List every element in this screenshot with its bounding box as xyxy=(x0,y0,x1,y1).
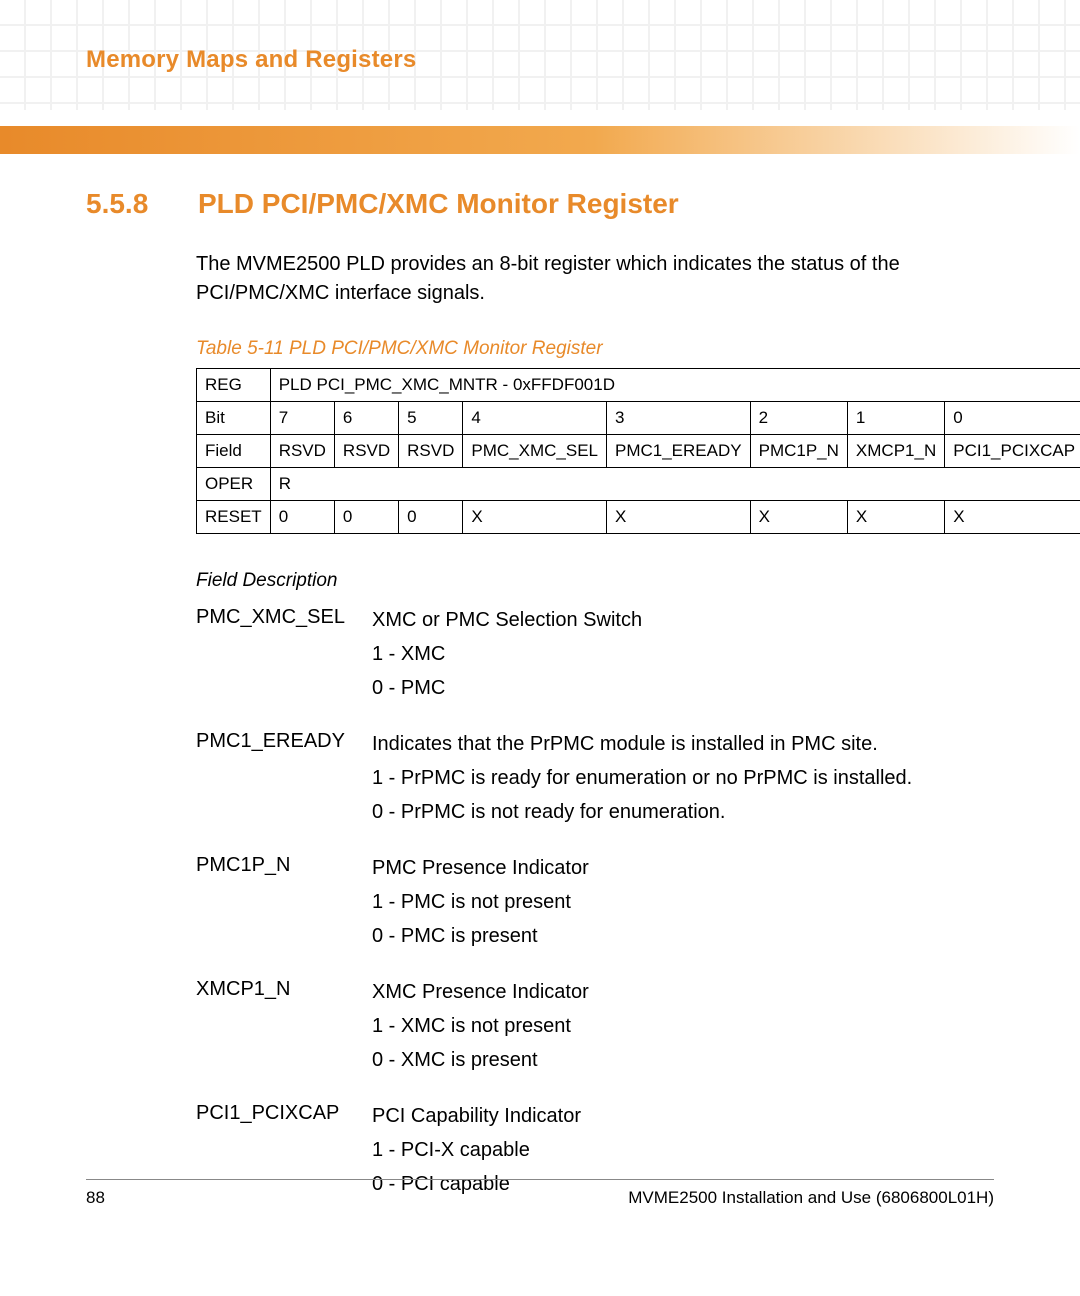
field-name: PMC1P_N xyxy=(196,854,372,956)
field-line: 1 - PMC is not present xyxy=(372,888,994,916)
cell-reset: X xyxy=(847,501,944,534)
cell-field: PMC1_EREADY xyxy=(607,435,751,468)
field-line: 1 - XMC is not present xyxy=(372,1012,994,1040)
field-line: 1 - XMC xyxy=(372,640,994,668)
field-line: 0 - XMC is present xyxy=(372,1046,994,1074)
field-body: PMC Presence Indicator 1 - PMC is not pre… xyxy=(372,854,994,956)
section-intro: The MVME2500 PLD provides an 8-bit regis… xyxy=(196,250,994,308)
cell-bit: 5 xyxy=(399,402,463,435)
cell-field: RSVD xyxy=(334,435,398,468)
cell-oper-value: R xyxy=(270,468,1080,501)
table-row-field: Field RSVD RSVD RSVD PMC_XMC_SEL PMC1_ER… xyxy=(197,435,1080,468)
field-line: PCI Capability Indicator xyxy=(372,1102,994,1130)
field-description-heading: Field Description xyxy=(196,570,994,592)
cell-bit: 1 xyxy=(847,402,944,435)
cell-reset: 0 xyxy=(334,501,398,534)
field-row: XMCP1_NXMC Presence Indicator 1 - XMC is … xyxy=(196,978,994,1080)
field-description-list: PMC_XMC_SELXMC or PMC Selection Switch 1 … xyxy=(196,606,994,1204)
cell-field: RSVD xyxy=(270,435,334,468)
accent-bar xyxy=(0,126,1080,154)
doc-title: MVME2500 Installation and Use (6806800L0… xyxy=(628,1188,994,1208)
cell-reg-value: PLD PCI_PMC_XMC_MNTR - 0xFFDF001D xyxy=(270,369,1080,402)
cell-field: XMCP1_N xyxy=(847,435,944,468)
table-caption: Table 5-11 PLD PCI/PMC/XMC Monitor Regis… xyxy=(196,338,994,360)
table-row-reset: RESET 0 0 0 X X X X X xyxy=(197,501,1080,534)
cell-field: PMC_XMC_SEL xyxy=(463,435,607,468)
field-row: PMC_XMC_SELXMC or PMC Selection Switch 1 … xyxy=(196,606,994,708)
cell-bit: 2 xyxy=(750,402,847,435)
cell-field-label: Field xyxy=(197,435,271,468)
cell-reset: 0 xyxy=(270,501,334,534)
field-line: 0 - PMC xyxy=(372,674,994,702)
table-row-reg: REG PLD PCI_PMC_XMC_MNTR - 0xFFDF001D xyxy=(197,369,1080,402)
content-area: 5.5.8 PLD PCI/PMC/XMC Monitor Register T… xyxy=(86,188,994,1226)
field-name: XMCP1_N xyxy=(196,978,372,1080)
field-line: 0 - PrPMC is not ready for enumeration. xyxy=(372,798,994,826)
cell-bit: 7 xyxy=(270,402,334,435)
cell-reset: X xyxy=(750,501,847,534)
cell-reset: X xyxy=(607,501,751,534)
cell-bit: 0 xyxy=(945,402,1080,435)
field-row: PMC1P_NPMC Presence Indicator 1 - PMC is … xyxy=(196,854,994,956)
cell-oper-label: OPER xyxy=(197,468,271,501)
field-line: 0 - PMC is present xyxy=(372,922,994,950)
cell-reg-label: REG xyxy=(197,369,271,402)
cell-bit: 6 xyxy=(334,402,398,435)
field-body: Indicates that the PrPMC module is insta… xyxy=(372,730,994,832)
field-row: PMC1_EREADYIndicates that the PrPMC modu… xyxy=(196,730,994,832)
section-heading: 5.5.8 PLD PCI/PMC/XMC Monitor Register xyxy=(86,188,994,220)
cell-bit-label: Bit xyxy=(197,402,271,435)
field-name: PMC1_EREADY xyxy=(196,730,372,832)
cell-field: PCI1_PCIXCAP xyxy=(945,435,1080,468)
section-number: 5.5.8 xyxy=(86,188,158,220)
chapter-title: Memory Maps and Registers xyxy=(86,46,416,74)
cell-reset-label: RESET xyxy=(197,501,271,534)
cell-reset: 0 xyxy=(399,501,463,534)
cell-bit: 3 xyxy=(607,402,751,435)
field-body: XMC or PMC Selection Switch 1 - XMC 0 - PM… xyxy=(372,606,994,708)
field-line: XMC or PMC Selection Switch xyxy=(372,606,994,634)
cell-bit: 4 xyxy=(463,402,607,435)
field-line: PMC Presence Indicator xyxy=(372,854,994,882)
field-line: 1 - PCI-X capable xyxy=(372,1136,994,1164)
field-line: Indicates that the PrPMC module is insta… xyxy=(372,730,994,758)
cell-reset: X xyxy=(945,501,1080,534)
page-number: 88 xyxy=(86,1188,105,1208)
field-line: XMC Presence Indicator xyxy=(372,978,994,1006)
field-name: PMC_XMC_SEL xyxy=(196,606,372,708)
cell-reset: X xyxy=(463,501,607,534)
page-footer: 88 MVME2500 Installation and Use (680680… xyxy=(86,1179,994,1208)
cell-field: RSVD xyxy=(399,435,463,468)
table-row-bit: Bit 7 6 5 4 3 2 1 0 xyxy=(197,402,1080,435)
table-row-oper: OPER R xyxy=(197,468,1080,501)
register-table: REG PLD PCI_PMC_XMC_MNTR - 0xFFDF001D Bi… xyxy=(196,368,1080,534)
field-line: 1 - PrPMC is ready for enumeration or no… xyxy=(372,764,994,792)
cell-field: PMC1P_N xyxy=(750,435,847,468)
section-title: PLD PCI/PMC/XMC Monitor Register xyxy=(198,188,679,220)
field-body: XMC Presence Indicator 1 - XMC is not pre… xyxy=(372,978,994,1080)
